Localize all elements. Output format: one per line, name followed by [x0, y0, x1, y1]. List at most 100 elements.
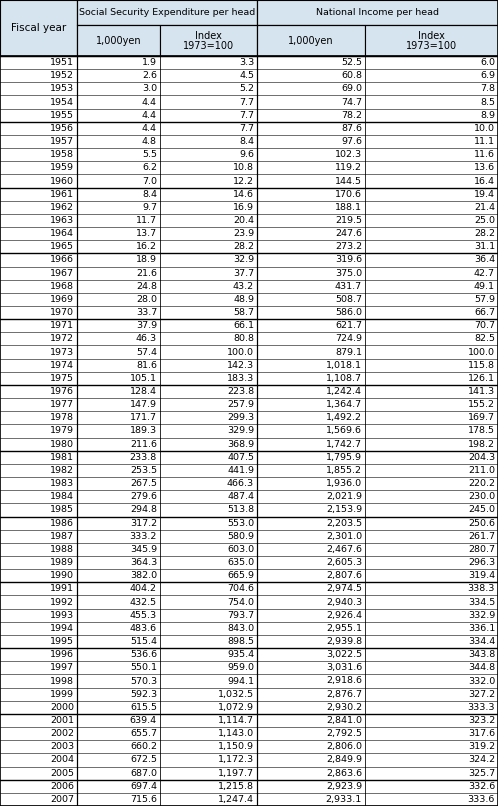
Text: 78.2: 78.2: [341, 110, 362, 120]
Text: 333.6: 333.6: [468, 795, 495, 804]
Text: 2,021.9: 2,021.9: [326, 492, 362, 501]
Bar: [257, 0, 498, 25]
Text: 1,172.3: 1,172.3: [218, 755, 254, 764]
Text: 1,855.2: 1,855.2: [326, 466, 362, 475]
Text: 183.3: 183.3: [227, 374, 254, 383]
Text: 1979: 1979: [50, 426, 74, 435]
Text: 28.2: 28.2: [474, 229, 495, 238]
Text: 20.4: 20.4: [233, 216, 254, 225]
Text: 615.5: 615.5: [130, 703, 157, 712]
Text: 296.3: 296.3: [468, 558, 495, 567]
Text: 382.0: 382.0: [130, 571, 157, 580]
Text: 1952: 1952: [50, 71, 74, 81]
Text: 1969: 1969: [50, 295, 74, 304]
Text: 2007: 2007: [50, 795, 74, 804]
Text: 635.0: 635.0: [227, 558, 254, 567]
Text: 319.6: 319.6: [335, 256, 362, 264]
Text: 1958: 1958: [50, 150, 74, 159]
Text: 32.9: 32.9: [233, 256, 254, 264]
Text: 81.6: 81.6: [136, 361, 157, 370]
Text: 46.3: 46.3: [136, 334, 157, 343]
Text: 189.3: 189.3: [130, 426, 157, 435]
Text: 31.1: 31.1: [474, 243, 495, 251]
Text: 220.2: 220.2: [468, 479, 495, 488]
Text: 338.3: 338.3: [468, 584, 495, 593]
Text: 1988: 1988: [50, 545, 74, 554]
Text: Index: Index: [418, 31, 445, 41]
Text: 6.2: 6.2: [142, 164, 157, 172]
Text: 898.5: 898.5: [227, 637, 254, 646]
Text: 2,806.0: 2,806.0: [326, 742, 362, 751]
Text: 1954: 1954: [50, 98, 74, 106]
Text: 37.7: 37.7: [233, 268, 254, 277]
Text: 11.7: 11.7: [136, 216, 157, 225]
Text: 2003: 2003: [50, 742, 74, 751]
Text: 245.0: 245.0: [468, 505, 495, 514]
Text: 660.2: 660.2: [130, 742, 157, 751]
Text: 1953: 1953: [50, 85, 74, 93]
Text: 332.6: 332.6: [468, 782, 495, 791]
Text: 1961: 1961: [50, 189, 74, 198]
Text: 1,795.9: 1,795.9: [326, 453, 362, 462]
Text: 317.6: 317.6: [468, 729, 495, 738]
Text: 1,114.7: 1,114.7: [218, 716, 254, 725]
Text: 1964: 1964: [50, 229, 74, 238]
Text: 1987: 1987: [50, 532, 74, 541]
Text: 2,955.1: 2,955.1: [326, 624, 362, 633]
Text: 550.1: 550.1: [130, 663, 157, 672]
Text: 66.1: 66.1: [233, 322, 254, 330]
Text: 7.0: 7.0: [142, 177, 157, 185]
Text: 128.4: 128.4: [130, 387, 157, 396]
Text: 1951: 1951: [50, 58, 74, 67]
Text: 57.4: 57.4: [136, 347, 157, 356]
Text: 432.5: 432.5: [130, 597, 157, 607]
Text: 57.9: 57.9: [474, 295, 495, 304]
Text: 343.8: 343.8: [468, 650, 495, 659]
Text: 2,926.4: 2,926.4: [326, 611, 362, 620]
Text: 261.7: 261.7: [468, 532, 495, 541]
Text: 1,150.9: 1,150.9: [218, 742, 254, 751]
Text: 230.0: 230.0: [468, 492, 495, 501]
Text: 33.7: 33.7: [136, 308, 157, 317]
Text: 8.9: 8.9: [480, 110, 495, 120]
Text: 455.3: 455.3: [130, 611, 157, 620]
Text: 1,936.0: 1,936.0: [326, 479, 362, 488]
Text: 1956: 1956: [50, 124, 74, 133]
Text: 2,940.3: 2,940.3: [326, 597, 362, 607]
Text: 2,863.6: 2,863.6: [326, 769, 362, 778]
Text: 1,072.9: 1,072.9: [218, 703, 254, 712]
Text: 6.0: 6.0: [480, 58, 495, 67]
Text: 6.9: 6.9: [480, 71, 495, 81]
Text: 959.0: 959.0: [227, 663, 254, 672]
Bar: [160, 25, 257, 56]
Text: 1986: 1986: [50, 518, 74, 528]
Text: 74.7: 74.7: [341, 98, 362, 106]
Text: 2,203.5: 2,203.5: [326, 518, 362, 528]
Text: 11.6: 11.6: [474, 150, 495, 159]
Text: 1981: 1981: [50, 453, 74, 462]
Text: 2,841.0: 2,841.0: [326, 716, 362, 725]
Bar: [77, 25, 160, 56]
Text: 10.0: 10.0: [474, 124, 495, 133]
Text: 879.1: 879.1: [335, 347, 362, 356]
Text: 843.0: 843.0: [227, 624, 254, 633]
Text: 21.4: 21.4: [474, 203, 495, 212]
Text: 487.4: 487.4: [227, 492, 254, 501]
Text: 1,492.2: 1,492.2: [326, 413, 362, 422]
Text: National Income per head: National Income per head: [316, 8, 439, 17]
Text: 431.7: 431.7: [335, 282, 362, 291]
Text: 36.4: 36.4: [474, 256, 495, 264]
Text: 324.2: 324.2: [468, 755, 495, 764]
Text: 294.8: 294.8: [130, 505, 157, 514]
Text: Social Security Expenditure per head: Social Security Expenditure per head: [79, 8, 255, 17]
Bar: [365, 25, 498, 56]
Text: 1978: 1978: [50, 413, 74, 422]
Text: 219.5: 219.5: [335, 216, 362, 225]
Text: 580.9: 580.9: [227, 532, 254, 541]
Text: 935.4: 935.4: [227, 650, 254, 659]
Text: 1963: 1963: [50, 216, 74, 225]
Text: 334.4: 334.4: [468, 637, 495, 646]
Text: 18.9: 18.9: [136, 256, 157, 264]
Text: 16.9: 16.9: [233, 203, 254, 212]
Text: 4.4: 4.4: [142, 124, 157, 133]
